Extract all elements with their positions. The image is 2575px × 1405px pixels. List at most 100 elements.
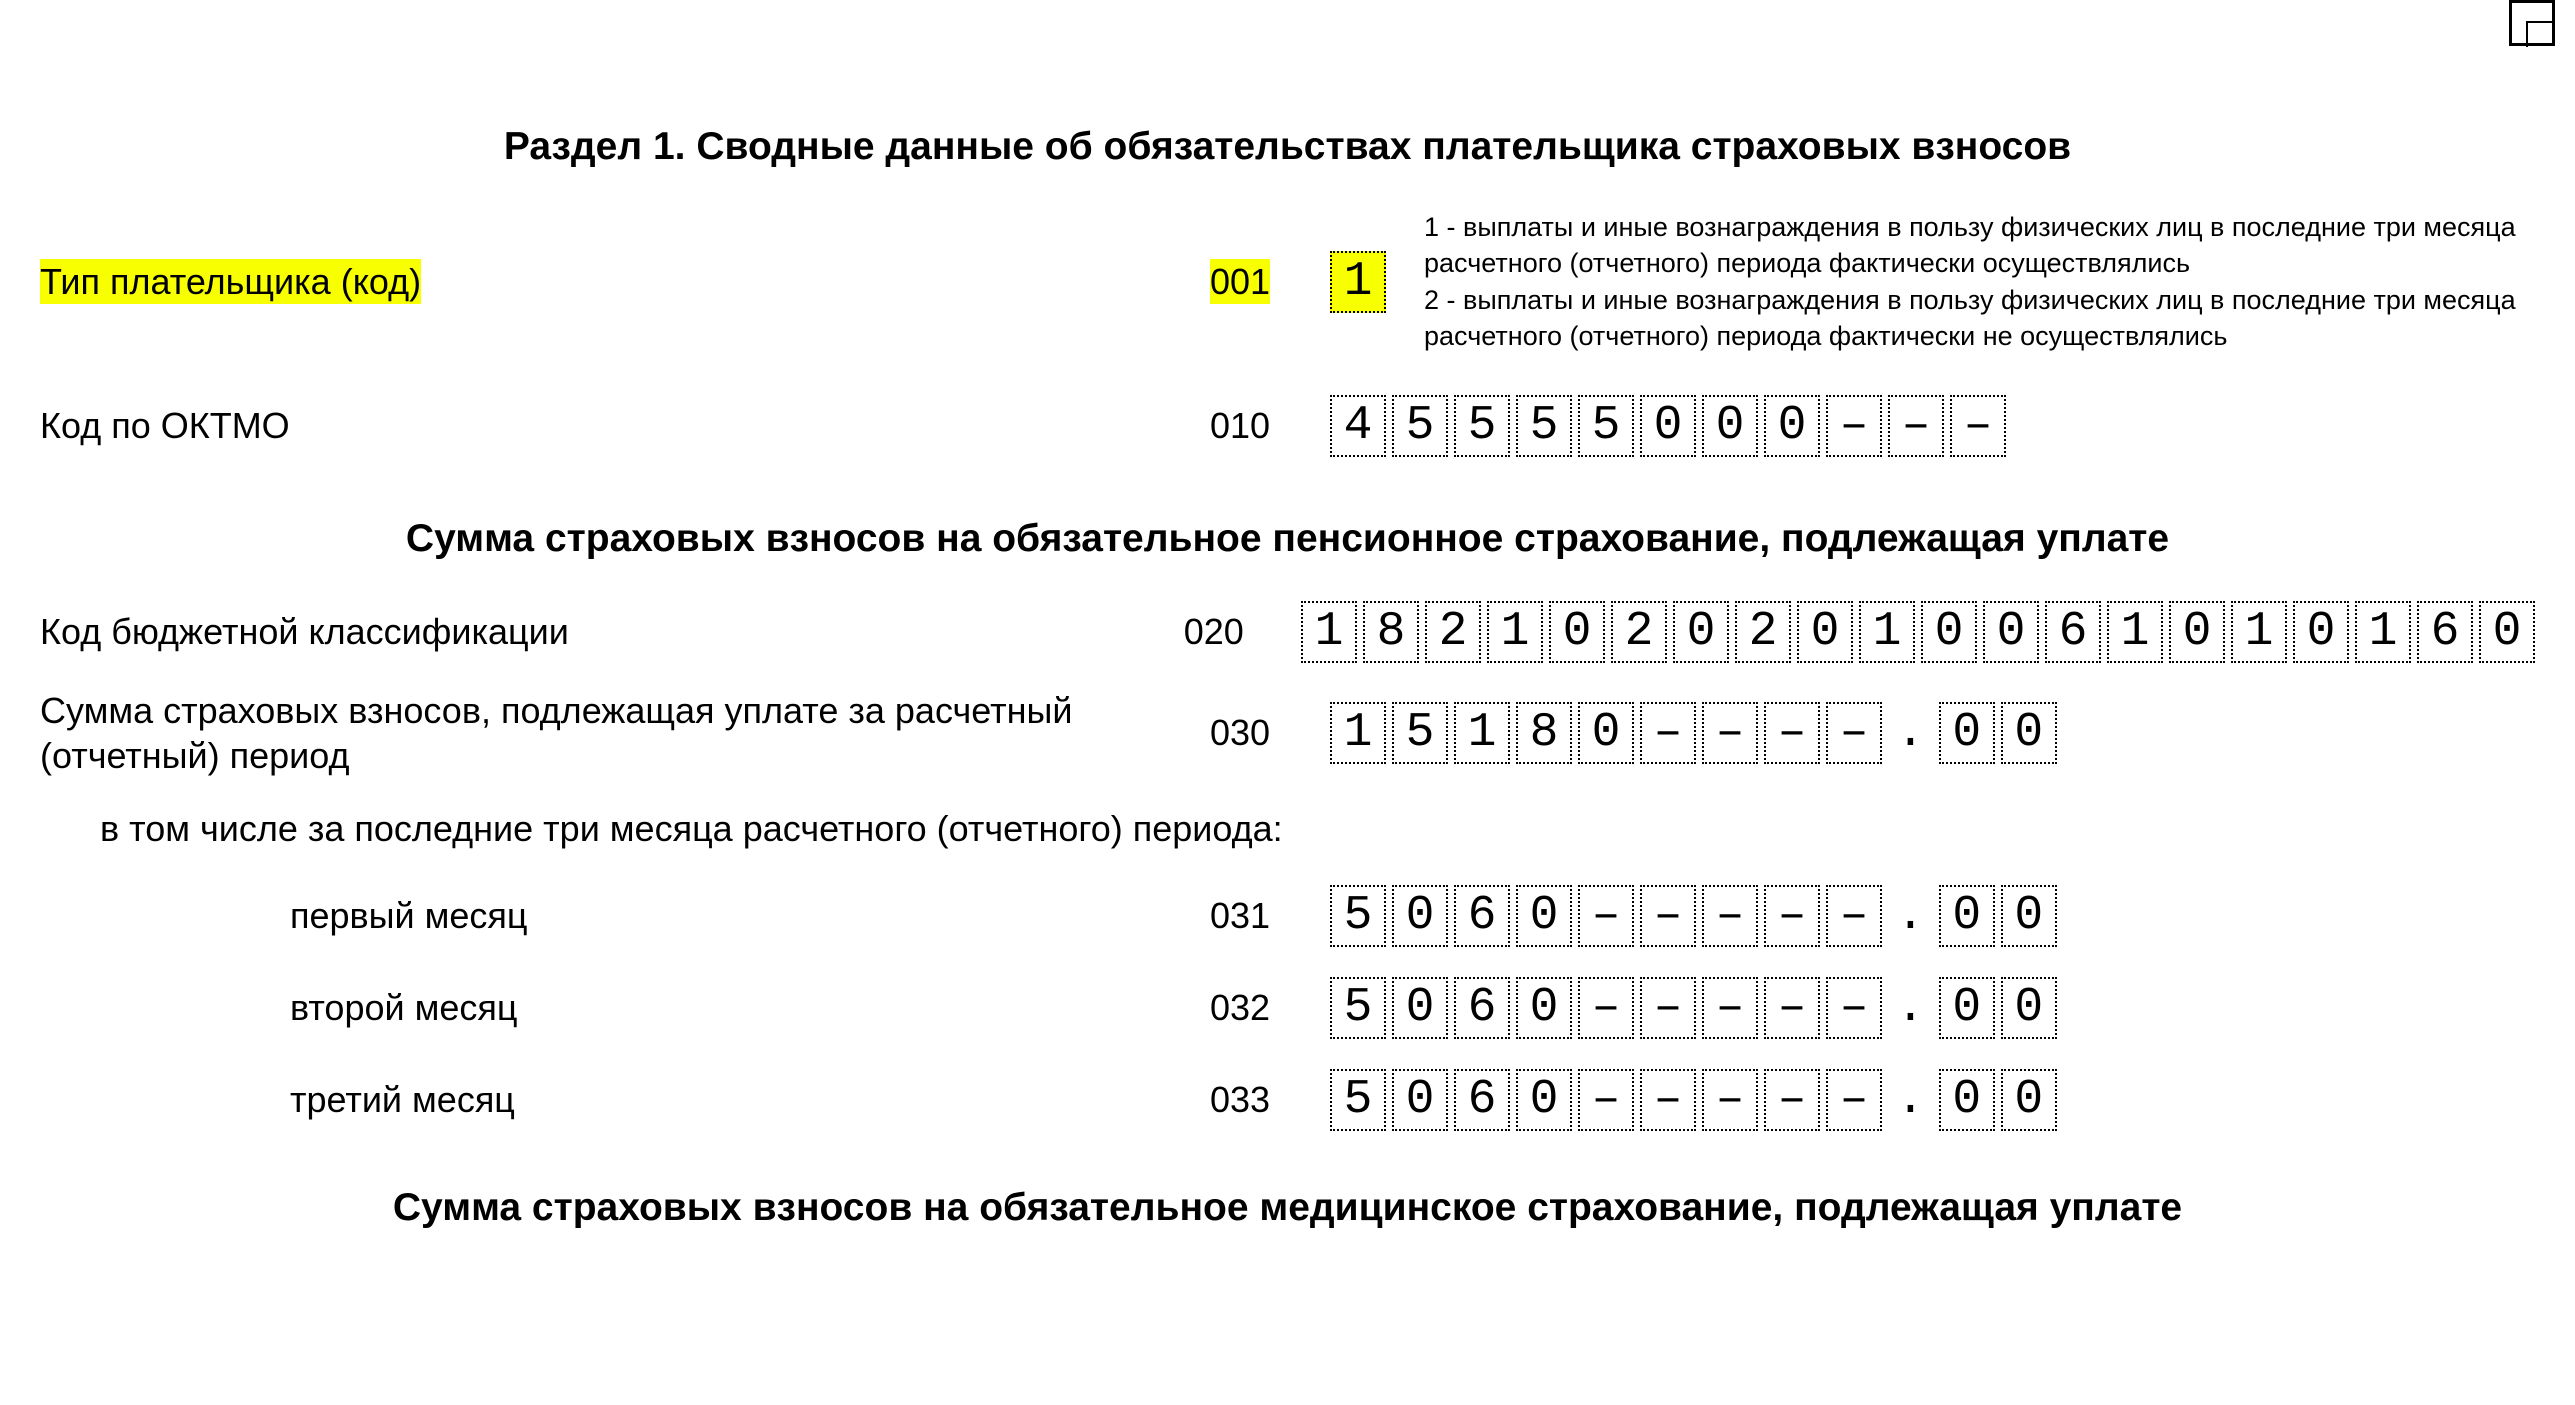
input-cell: 5 [1454, 395, 1510, 457]
input-cell: 1 [1487, 601, 1543, 663]
input-cell: – [1640, 977, 1696, 1039]
input-cell: 0 [1764, 395, 1820, 457]
input-cell: – [1826, 1069, 1882, 1131]
input-cell: 0 [1516, 885, 1572, 947]
input-cell: – [1640, 885, 1696, 947]
input-cell: 0 [2169, 601, 2225, 663]
input-cell: 0 [2001, 977, 2057, 1039]
row-month2: второй месяц 032 5060––––– . 00 [40, 977, 2535, 1039]
input-cell: 1 [1859, 601, 1915, 663]
input-cell: 5 [1516, 395, 1572, 457]
input-cell: – [1764, 885, 1820, 947]
cells-sum-period-int: 15180–––– [1330, 702, 1882, 764]
input-cell: 1 [2107, 601, 2163, 663]
input-cell: 5 [1330, 885, 1386, 947]
row-month3: третий месяц 033 5060––––– . 00 [40, 1069, 2535, 1131]
input-cell: 0 [1939, 1069, 1995, 1131]
label-month2: второй месяц [40, 985, 1210, 1030]
including-last-3-months: в том числе за последние три месяца расч… [100, 808, 2535, 850]
code-month2: 032 [1210, 987, 1330, 1029]
decimal-dot-032: . [1890, 977, 1931, 1039]
input-cell: – [1640, 702, 1696, 764]
crop-mark-top-right [2509, 0, 2555, 46]
input-cell: 2 [1611, 601, 1667, 663]
input-cell: – [1578, 1069, 1634, 1131]
decimal-dot-033: . [1890, 1069, 1931, 1131]
input-cell: 1 [2355, 601, 2411, 663]
input-cell: – [1764, 1069, 1820, 1131]
decimal-dot-030: . [1890, 702, 1931, 764]
input-cell: 5 [1330, 1069, 1386, 1131]
form-page: Раздел 1. Сводные данные об обязательств… [0, 0, 2575, 1405]
note-payer-type-line1: 1 - выплаты и иные вознаграждения в поль… [1424, 209, 2535, 282]
input-cell: 5 [1578, 395, 1634, 457]
input-cell: – [1764, 702, 1820, 764]
row-oktmo: Код по ОКТМО 010 45555000––– [40, 395, 2535, 457]
input-cell: 1 [1454, 702, 1510, 764]
cells-month3-frac: 00 [1939, 1069, 2057, 1131]
input-cell: 0 [2479, 601, 2535, 663]
cells-month3-int: 5060––––– [1330, 1069, 1882, 1131]
input-cell: – [1702, 702, 1758, 764]
value-month3: 5060––––– . 00 [1330, 1069, 2535, 1131]
label-payer-type: Тип плательщика (код) [40, 259, 1210, 304]
input-cell: 8 [1516, 702, 1572, 764]
input-cell: 0 [1516, 977, 1572, 1039]
input-cell: 0 [1578, 702, 1634, 764]
input-cell: – [1640, 1069, 1696, 1131]
decimal-dot-031: . [1890, 885, 1931, 947]
cells-month1-int: 5060––––– [1330, 885, 1882, 947]
input-cell: 4 [1330, 395, 1386, 457]
cells-month1-frac: 00 [1939, 885, 2057, 947]
input-cell: – [1826, 977, 1882, 1039]
input-cell: 2 [1735, 601, 1791, 663]
input-cell: 0 [1983, 601, 2039, 663]
input-cell: 0 [1797, 601, 1853, 663]
input-cell: 0 [2001, 702, 2057, 764]
input-cell: 6 [1454, 1069, 1510, 1131]
input-cell: 6 [1454, 885, 1510, 947]
input-cell: 1 [1301, 601, 1357, 663]
note-payer-type-line2: 2 - выплаты и иные вознаграждения в поль… [1424, 282, 2535, 355]
input-cell: – [1950, 395, 2006, 457]
input-cell: 2 [1425, 601, 1481, 663]
input-cell: 5 [1392, 395, 1448, 457]
input-cell: – [1764, 977, 1820, 1039]
value-payer-type: 1 1 - выплаты и иные вознаграждения в по… [1330, 209, 2535, 355]
input-cell: – [1702, 885, 1758, 947]
cells-month2-frac: 00 [1939, 977, 2057, 1039]
code-month1: 031 [1210, 895, 1330, 937]
input-cell: – [1578, 885, 1634, 947]
row-payer-type: Тип плательщика (код) 001 1 1 - выплаты … [40, 209, 2535, 355]
input-cell: 0 [1392, 1069, 1448, 1131]
input-cell: 0 [1939, 885, 1995, 947]
subtitle-pension: Сумма страховых взносов на обязательное … [40, 517, 2535, 561]
cells-oktmo: 45555000––– [1330, 395, 2006, 457]
input-cell: 5 [1392, 702, 1448, 764]
value-month1: 5060––––– . 00 [1330, 885, 2535, 947]
code-oktmo: 010 [1210, 405, 1330, 447]
input-cell: 0 [2293, 601, 2349, 663]
input-cell: 1 [1330, 251, 1386, 313]
row-kbk: Код бюджетной классификации 020 18210202… [40, 601, 2535, 663]
input-cell: 1 [2231, 601, 2287, 663]
label-month1: первый месяц [40, 893, 1210, 938]
code-payer-type: 001 [1210, 261, 1330, 303]
value-sum-period: 15180–––– . 0 0 [1330, 702, 2535, 764]
input-cell: 1 [1330, 702, 1386, 764]
input-cell: – [1578, 977, 1634, 1039]
input-cell: 0 [1549, 601, 1605, 663]
input-cell: 8 [1363, 601, 1419, 663]
row-sum-period: Сумма страховых взносов, подлежащая упла… [40, 688, 2535, 778]
input-cell: – [1826, 395, 1882, 457]
input-cell: 0 [1673, 601, 1729, 663]
code-sum-period: 030 [1210, 712, 1330, 754]
input-cell: – [1702, 1069, 1758, 1131]
value-oktmo: 45555000––– [1330, 395, 2535, 457]
input-cell: – [1826, 702, 1882, 764]
input-cell: 5 [1330, 977, 1386, 1039]
input-cell: 6 [2045, 601, 2101, 663]
subtitle-medical: Сумма страховых взносов на обязательное … [40, 1186, 2535, 1230]
row-month1: первый месяц 031 5060––––– . 00 [40, 885, 2535, 947]
label-payer-type-text: Тип плательщика (код) [40, 259, 421, 304]
